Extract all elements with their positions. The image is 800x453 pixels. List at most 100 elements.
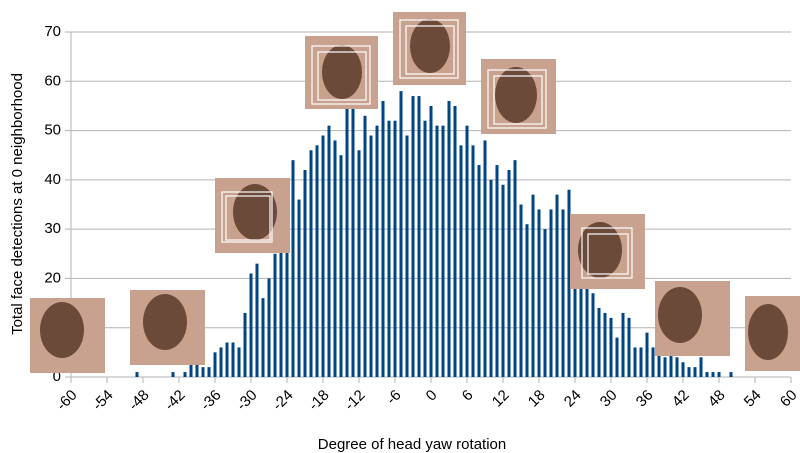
bar <box>208 367 211 377</box>
x-tick-label: 42 <box>669 387 693 411</box>
y-tick-label: 40 <box>44 171 61 188</box>
bar <box>604 313 607 377</box>
bar <box>532 195 535 377</box>
bar <box>670 352 673 377</box>
face-image <box>215 178 290 253</box>
bar <box>694 367 697 377</box>
x-tick-label: -30 <box>233 387 260 414</box>
bar <box>652 347 655 377</box>
y-tick-label: 30 <box>44 220 61 237</box>
bar <box>274 254 277 377</box>
bar <box>412 96 415 377</box>
bar <box>688 367 691 377</box>
bar <box>262 298 265 377</box>
bar <box>442 126 445 377</box>
bar <box>214 352 217 377</box>
x-tick-label: -24 <box>269 387 296 414</box>
bar <box>562 209 565 377</box>
face-image <box>130 290 205 365</box>
bar <box>346 106 349 377</box>
x-tick-label: 12 <box>489 387 513 411</box>
x-axis-title: Degree of head yaw rotation <box>318 436 506 453</box>
y-tick-label: 60 <box>44 72 61 89</box>
bar <box>424 121 427 377</box>
face-image <box>393 12 466 85</box>
y-tick-label: 70 <box>44 23 61 40</box>
bar <box>664 357 667 377</box>
x-tick-label: -36 <box>197 387 224 414</box>
x-tick-label: -12 <box>341 387 368 414</box>
bar <box>544 229 547 377</box>
bar <box>592 293 595 377</box>
bar <box>202 367 205 377</box>
bar <box>364 116 367 377</box>
bar <box>304 170 307 377</box>
bar <box>256 264 259 377</box>
bar <box>400 91 403 377</box>
bar <box>394 121 397 377</box>
bar <box>382 101 385 377</box>
face-image <box>570 214 645 289</box>
bar <box>520 205 523 378</box>
bar <box>292 160 295 377</box>
bar <box>460 145 463 377</box>
bar <box>472 145 475 377</box>
face-image <box>745 296 800 371</box>
face-image <box>305 36 378 109</box>
bar <box>706 372 709 377</box>
bar <box>490 180 493 377</box>
bar <box>310 150 313 377</box>
bar <box>388 121 391 377</box>
bar <box>418 96 421 377</box>
bar <box>700 357 703 377</box>
bar <box>298 200 301 377</box>
bar <box>538 209 541 377</box>
bar <box>316 145 319 377</box>
bar <box>448 101 451 377</box>
x-tick-label: 18 <box>525 387 549 411</box>
bar <box>598 308 601 377</box>
bar <box>502 185 505 377</box>
x-tick-label: 0 <box>423 387 441 405</box>
chart: 010203040506070-60-54-48-42-36-30-24-18-… <box>0 0 800 453</box>
bar <box>646 333 649 377</box>
bar <box>436 126 439 377</box>
bar <box>280 239 283 377</box>
bar <box>220 347 223 377</box>
bar <box>376 126 379 377</box>
bar <box>268 278 271 377</box>
x-tick-label: -60 <box>53 387 80 414</box>
bar <box>184 372 187 377</box>
bar <box>514 160 517 377</box>
bar <box>226 343 229 378</box>
bar <box>640 347 643 377</box>
bar <box>526 224 529 377</box>
bar <box>340 155 343 377</box>
bar <box>334 140 337 377</box>
bar <box>370 136 373 378</box>
bar <box>172 372 175 377</box>
bar <box>136 372 139 377</box>
x-tick-label: -18 <box>305 387 332 414</box>
bar <box>358 150 361 377</box>
bar <box>352 106 355 377</box>
bar <box>628 318 631 377</box>
face-image <box>481 59 556 134</box>
bar <box>496 165 499 377</box>
bar <box>676 357 679 377</box>
x-tick-label: 54 <box>741 387 765 411</box>
bar <box>730 372 733 377</box>
bar <box>550 209 553 377</box>
bar <box>484 140 487 377</box>
bar <box>466 126 469 377</box>
x-tick-label: 36 <box>633 387 657 411</box>
x-tick-label: -6 <box>383 387 404 408</box>
y-axis-title: Total face detections at 0 neighborhood <box>9 73 26 335</box>
bar <box>610 318 613 377</box>
face-image <box>30 298 105 373</box>
bar <box>478 165 481 377</box>
bar <box>322 136 325 378</box>
bar <box>232 343 235 378</box>
y-tick-label: 20 <box>44 269 61 286</box>
bar <box>328 126 331 377</box>
